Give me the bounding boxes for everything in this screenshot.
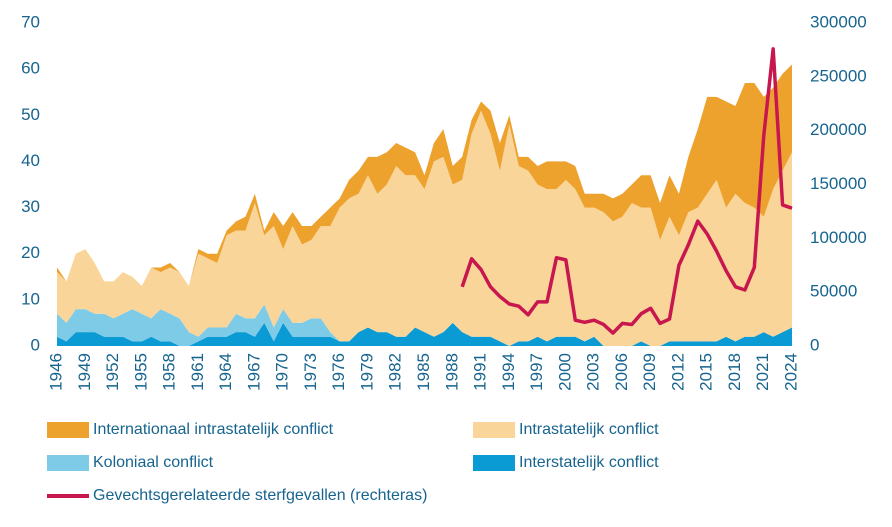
legend-label: Interstatelijk conflict xyxy=(519,454,659,471)
x-tick-label: 1955 xyxy=(131,353,150,391)
y2-tick-label: 200000 xyxy=(810,120,867,139)
x-tick-label: 1997 xyxy=(527,353,546,391)
area xyxy=(57,64,792,287)
x-tick-label: 2000 xyxy=(555,353,574,391)
y2-tick-label: 50000 xyxy=(810,282,857,301)
x-tick-label: 2015 xyxy=(697,353,716,391)
x-tick-label: 2009 xyxy=(640,353,659,391)
x-tick-label: 1994 xyxy=(499,353,518,391)
y2-tick-label: 150000 xyxy=(810,174,867,193)
legend-label: Intrastatelijk conflict xyxy=(519,421,659,438)
y2-tick-label: 300000 xyxy=(810,12,867,31)
x-tick-label: 2003 xyxy=(584,353,603,391)
x-tick-label: 1967 xyxy=(244,353,263,391)
x-tick-label: 1964 xyxy=(216,353,235,391)
y-tick-label: 50 xyxy=(21,105,40,124)
x-tick-label: 1958 xyxy=(160,353,179,391)
legend-swatch xyxy=(47,422,89,438)
y2-tick-label: 100000 xyxy=(810,228,867,247)
x-tick-label: 2006 xyxy=(612,353,631,391)
area xyxy=(57,322,792,346)
y-tick-label: 70 xyxy=(21,12,40,31)
x-tick-label: 1961 xyxy=(188,353,207,391)
line xyxy=(460,47,793,335)
legend-swatch xyxy=(47,455,89,471)
x-tick-label: 1973 xyxy=(301,353,320,391)
legend-label: Internationaal intrastatelijk conflict xyxy=(93,421,334,438)
y2-tick-label: 0 xyxy=(810,335,819,354)
x-tick-label: 2024 xyxy=(781,353,800,391)
legend-swatch xyxy=(473,422,515,438)
area xyxy=(57,110,792,347)
x-tick-label: 1991 xyxy=(471,353,490,391)
x-tick-label: 1970 xyxy=(273,353,292,391)
y-tick-label: 40 xyxy=(21,151,40,170)
x-tick-label: 1946 xyxy=(46,353,65,391)
y-tick-label: 60 xyxy=(21,59,40,78)
legend-label: Gevechtsgerelateerde sterfgevallen (rech… xyxy=(93,487,427,504)
x-tick-label: 1985 xyxy=(414,353,433,391)
y-tick-label: 10 xyxy=(21,289,40,308)
x-tick-label: 1976 xyxy=(329,353,348,391)
x-tick-label: 1979 xyxy=(357,353,376,391)
y2-tick-label: 250000 xyxy=(810,66,867,85)
x-tick-label: 2021 xyxy=(753,353,772,391)
x-tick-label: 2018 xyxy=(725,353,744,391)
x-tick-label: 2012 xyxy=(668,353,687,391)
x-tick-label: 1952 xyxy=(103,353,122,391)
x-tick-label: 1982 xyxy=(386,353,405,391)
y-tick-label: 30 xyxy=(21,197,40,216)
legend-label: Koloniaal conflict xyxy=(93,454,214,471)
legend-swatch xyxy=(473,455,515,471)
y-tick-label: 20 xyxy=(21,243,40,262)
x-tick-label: 1988 xyxy=(442,353,461,391)
x-tick-label: 1949 xyxy=(75,353,94,391)
y-tick-label: 0 xyxy=(31,335,40,354)
